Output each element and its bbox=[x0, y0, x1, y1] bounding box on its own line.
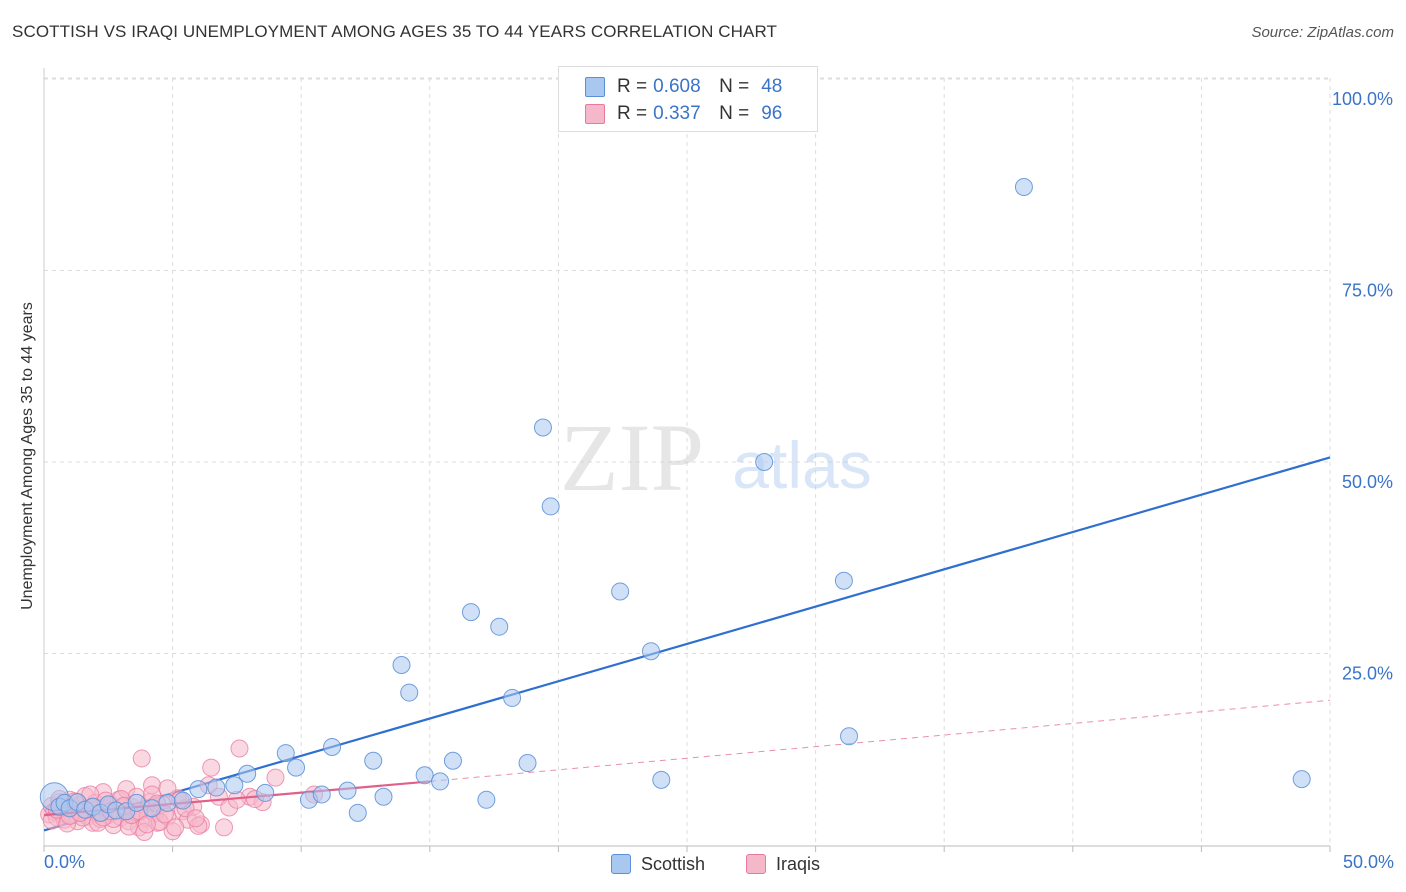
scottish-points bbox=[39, 178, 1311, 822]
scottish-point bbox=[415, 766, 434, 785]
scottish-point bbox=[1292, 770, 1311, 789]
chart-title: SCOTTISH VS IRAQI UNEMPLOYMENT AMONG AGE… bbox=[12, 22, 778, 41]
correlation-legend: R = 0.608 N = 48 R = 0.337 N = 96 bbox=[558, 66, 818, 132]
scottish-point bbox=[158, 793, 177, 812]
y-tick-label: 75.0% bbox=[1342, 281, 1393, 301]
watermark: ZIP atlas bbox=[560, 404, 872, 511]
scottish-point bbox=[652, 770, 671, 789]
scottish-point bbox=[443, 751, 462, 770]
scottish-point bbox=[541, 497, 560, 516]
legend-swatch-iraqis bbox=[585, 104, 605, 124]
legend-r-label: R = bbox=[617, 76, 648, 97]
scottish-point bbox=[503, 688, 522, 707]
scottish-point bbox=[755, 453, 774, 471]
iraqis-point bbox=[186, 809, 205, 828]
legend-r-label: R = bbox=[617, 103, 648, 124]
legend-row-iraqis: R = 0.337 N = 96 bbox=[585, 102, 782, 126]
legend-label-scottish: Scottish bbox=[641, 853, 706, 874]
watermark-zip: ZIP bbox=[560, 404, 704, 511]
source-note: Source: ZipAtlas.com bbox=[1251, 24, 1394, 41]
iraqis-point bbox=[137, 815, 156, 834]
scottish-trend-line bbox=[43, 456, 1331, 832]
scottish-point bbox=[611, 582, 630, 601]
legend-label-iraqis: Iraqis bbox=[776, 853, 821, 874]
scottish-point bbox=[518, 754, 537, 773]
scottish-point bbox=[840, 727, 859, 746]
scottish-point bbox=[348, 803, 367, 822]
iraqis-point bbox=[132, 749, 151, 768]
scottish-point bbox=[323, 737, 342, 756]
iraqis-point bbox=[215, 818, 234, 837]
scottish-point bbox=[189, 780, 208, 799]
scottish-point bbox=[374, 787, 393, 806]
scottish-point bbox=[461, 603, 480, 622]
scottish-point bbox=[312, 785, 331, 804]
scottish-point bbox=[392, 655, 411, 674]
x-tick-max: 50.0% bbox=[1342, 852, 1394, 872]
y-tick-label: 100.0% bbox=[1332, 89, 1393, 109]
scottish-point bbox=[477, 790, 496, 809]
scottish-point bbox=[338, 781, 357, 800]
grid-layer bbox=[43, 68, 1331, 852]
scottish-point bbox=[400, 683, 419, 702]
scottish-point bbox=[287, 758, 306, 777]
iraqis-point bbox=[266, 768, 285, 787]
legend-row-scottish: R = 0.608 N = 48 bbox=[585, 75, 782, 99]
legend-n-label: N = bbox=[719, 76, 750, 97]
scottish-point bbox=[256, 783, 275, 802]
scottish-point bbox=[364, 751, 383, 770]
iraqis-point bbox=[202, 758, 221, 777]
legend-n-value: 48 bbox=[761, 76, 783, 97]
legend-r-value: 0.337 bbox=[653, 103, 701, 124]
scottish-point bbox=[641, 642, 660, 661]
x-tick-min: 0.0% bbox=[44, 852, 86, 872]
legend-item-iraqis: Iraqis bbox=[746, 852, 820, 876]
legend-r-value: 0.608 bbox=[653, 76, 701, 97]
scottish-point bbox=[834, 571, 853, 590]
scottish-point bbox=[173, 791, 192, 810]
scottish-point bbox=[276, 744, 295, 763]
scottish-point bbox=[127, 793, 146, 812]
scottish-point bbox=[1014, 178, 1033, 197]
scottish-point bbox=[238, 764, 257, 783]
y-tick-label: 25.0% bbox=[1342, 664, 1393, 684]
scottish-point bbox=[143, 799, 162, 818]
legend-n-label: N = bbox=[719, 103, 750, 124]
scottish-point bbox=[490, 617, 509, 636]
y-tick-label: 50.0% bbox=[1342, 472, 1393, 492]
y-tick-labels: 100.0% 75.0% 50.0% 25.0% bbox=[1332, 89, 1393, 684]
trend-layer bbox=[43, 456, 1331, 832]
scottish-point bbox=[225, 776, 244, 795]
legend-swatch-scottish bbox=[611, 854, 631, 874]
scottish-point bbox=[207, 778, 226, 797]
watermark-atlas: atlas bbox=[732, 428, 871, 502]
legend-item-scottish: Scottish bbox=[611, 852, 705, 876]
iraqis-trend-extension bbox=[429, 699, 1331, 782]
iraqis-point bbox=[166, 818, 185, 837]
legend-swatch-scottish bbox=[585, 77, 605, 97]
legend-swatch-iraqis bbox=[746, 854, 766, 874]
legend-n-value: 96 bbox=[761, 103, 783, 124]
scottish-point bbox=[533, 418, 552, 437]
iraqis-point bbox=[230, 739, 249, 758]
scottish-point bbox=[431, 772, 450, 791]
